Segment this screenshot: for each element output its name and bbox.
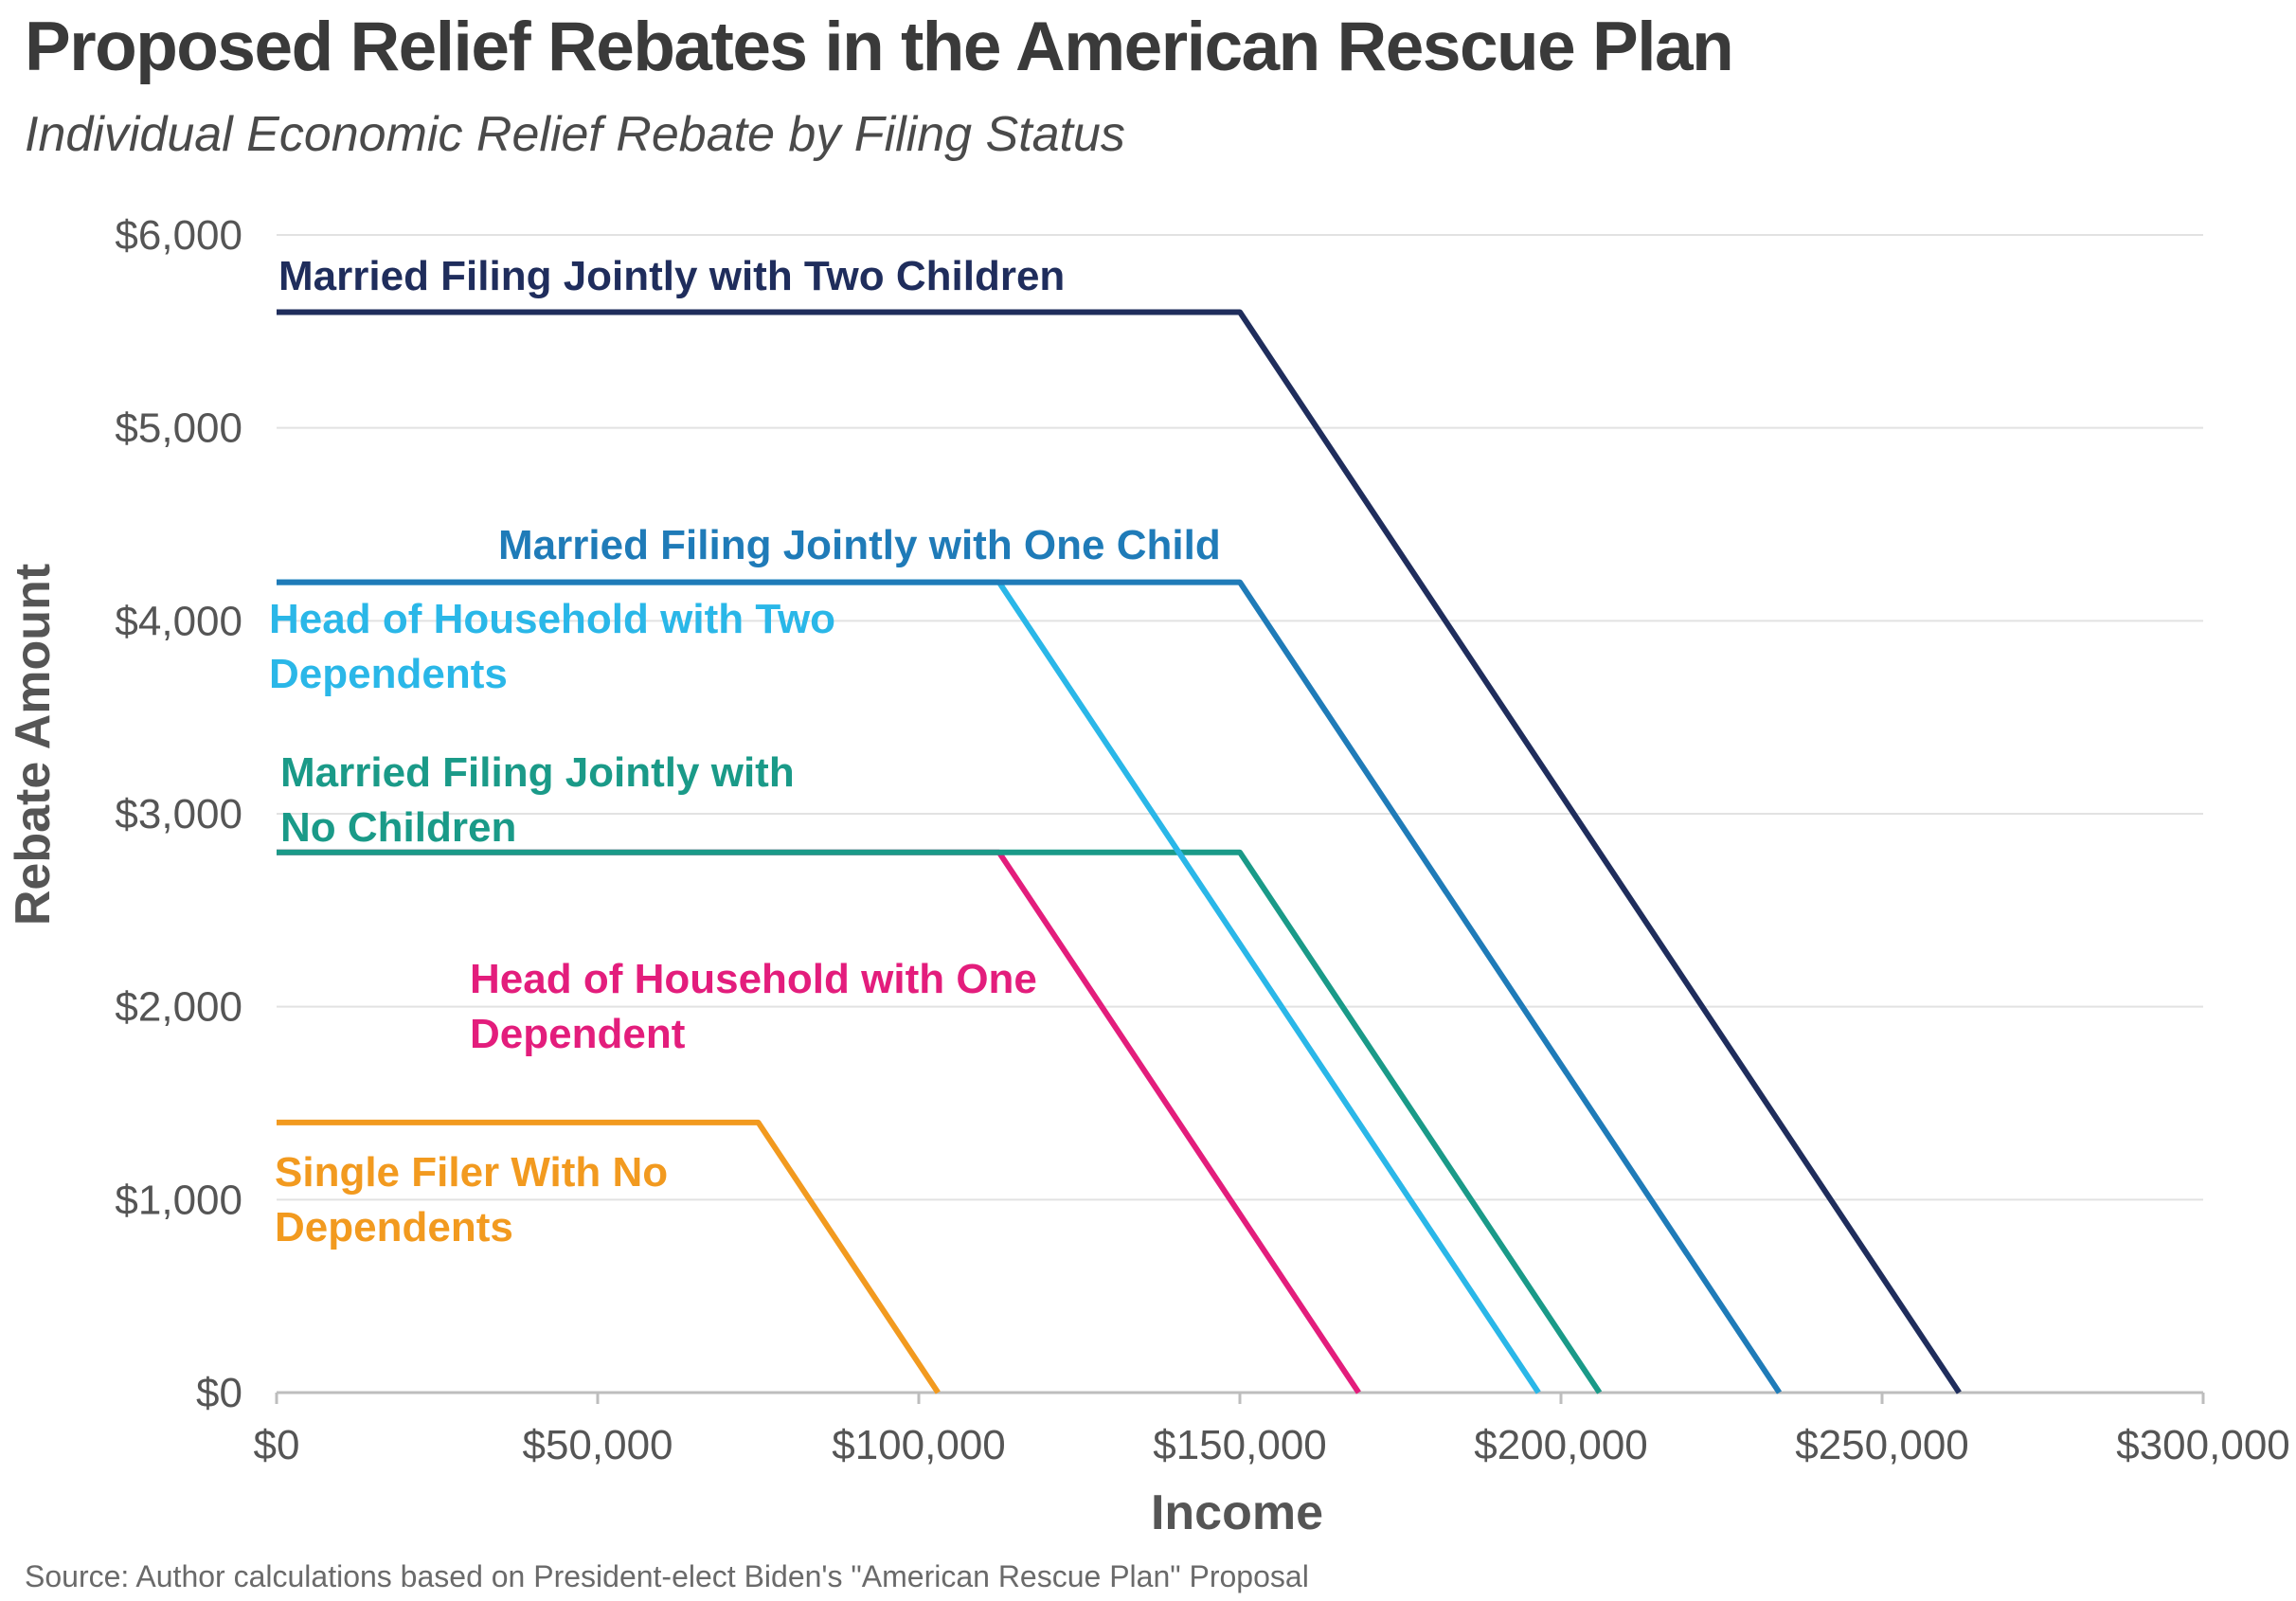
series-label: Dependents bbox=[269, 651, 508, 697]
series-label: Married Filing Jointly with One Child bbox=[498, 522, 1221, 568]
y-axis-title: Rebate Amount bbox=[6, 564, 61, 926]
series-label: No Children bbox=[280, 804, 516, 851]
x-tick-label: $300,000 bbox=[2116, 1422, 2290, 1468]
series-label: Dependent bbox=[470, 1011, 686, 1057]
y-tick-label: $5,000 bbox=[115, 405, 242, 452]
gridlines bbox=[277, 234, 2203, 1201]
y-axis-tick-labels: $0 $1,000 $2,000 $3,000 $4,000 $5,000 $6,000 bbox=[115, 212, 242, 1416]
x-tick-label: $100,000 bbox=[832, 1422, 1006, 1468]
series-label: Single Filer With No bbox=[275, 1149, 668, 1196]
x-axis bbox=[275, 1391, 2205, 1404]
series-labels: Married Filing Jointly with Two Children… bbox=[269, 253, 1221, 1250]
x-axis-title: Income bbox=[1151, 1485, 1323, 1540]
x-tick-label: $200,000 bbox=[1474, 1422, 1648, 1468]
x-tick-label: $0 bbox=[254, 1422, 300, 1468]
series-label: Head of Household with Two bbox=[269, 596, 835, 642]
y-tick-label: $4,000 bbox=[115, 598, 242, 644]
series-label: Dependents bbox=[275, 1204, 513, 1250]
y-tick-label: $6,000 bbox=[115, 212, 242, 259]
chart-subtitle: Individual Economic Relief Rebate by Fil… bbox=[25, 107, 1125, 162]
series-label: Married Filing Jointly with Two Children bbox=[278, 253, 1065, 299]
series-line bbox=[277, 1119, 941, 1394]
chart-title: Proposed Relief Rebates in the American … bbox=[25, 9, 1734, 85]
series-label: Head of Household with One bbox=[470, 956, 1037, 1002]
series-lines bbox=[277, 309, 1962, 1394]
y-tick-label: $0 bbox=[196, 1370, 242, 1416]
x-tick-label: $150,000 bbox=[1153, 1422, 1327, 1468]
y-tick-label: $1,000 bbox=[115, 1177, 242, 1223]
series-line bbox=[277, 849, 1603, 1394]
x-tick-label: $250,000 bbox=[1795, 1422, 1969, 1468]
series-line bbox=[277, 309, 1962, 1394]
y-tick-label: $3,000 bbox=[115, 791, 242, 837]
y-tick-label: $2,000 bbox=[115, 984, 242, 1031]
x-axis-tick-labels: $0 $50,000 $100,000 $150,000 $200,000 $250,00… bbox=[254, 1422, 2290, 1468]
source-note: Source: Author calculations based on Pre… bbox=[25, 1559, 1309, 1593]
series-line bbox=[277, 579, 1783, 1394]
series-label: Married Filing Jointly with bbox=[280, 749, 795, 796]
x-tick-label: $50,000 bbox=[522, 1422, 673, 1468]
